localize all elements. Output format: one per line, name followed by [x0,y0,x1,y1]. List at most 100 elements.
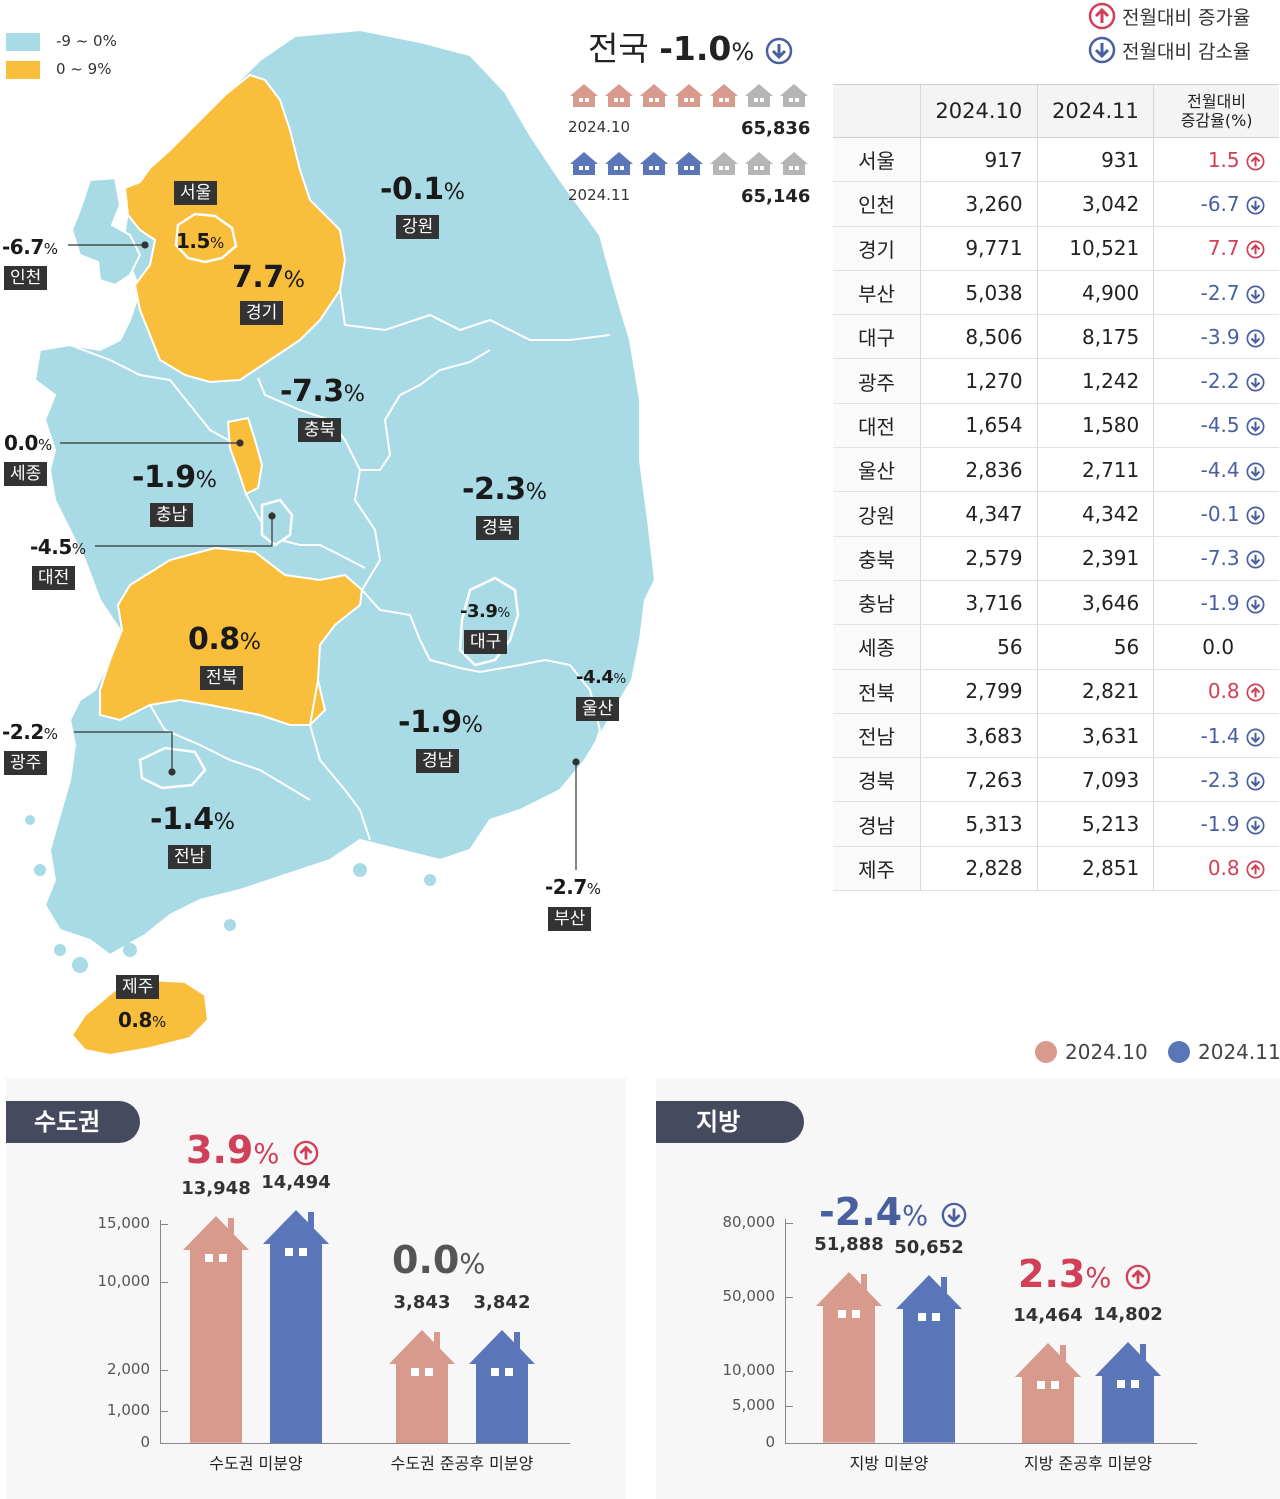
house-row-2024-11 [568,150,810,176]
category-label: 수도권 미분양 [209,1454,303,1473]
sejong-shape [226,416,264,496]
down-arrow-icon [1246,816,1265,835]
region-tag-chungbuk: 충북 [298,418,342,442]
national-pct: % [731,38,755,66]
table-cell-region: 부산 [833,270,921,316]
table-row: 대구 8,506 8,175 -3.9 [833,314,1279,360]
table-cell-change: -7.3 [1153,536,1279,581]
y-tick-label: 2,000 [107,1360,150,1378]
legend-label-positive: 0 ~ 9% [56,60,112,78]
down-arrow-icon [1246,373,1265,392]
region-value-chungbuk: -7.3% [280,374,365,409]
down-arrow-icon [765,37,792,64]
y-tick-mark [160,1282,168,1283]
table-cell-oct: 1,270 [920,358,1038,404]
y-tick-mark [160,1443,168,1444]
house-icon [780,84,808,107]
change-label: -2.4% [819,1190,967,1234]
region-value-gangwon: -0.1% [380,172,465,207]
down-arrow-icon [1246,417,1265,436]
table-row: 경기 9,771 10,521 7.7 [833,226,1279,271]
bar-legend-2024-10: 2024.10 [1035,1040,1148,1064]
table-header-change: 전월대비 증감율(%) [1153,84,1279,138]
table-cell-nov: 56 [1036,624,1154,670]
bar-value-label: 50,652 [894,1237,964,1259]
table-cell-oct: 56 [920,624,1038,670]
house-row-2024-10 [568,82,810,108]
bar-value-label: 51,888 [814,1234,884,1256]
house-icon [745,152,773,175]
region-value-daejeon: -4.5% [30,535,86,559]
house-icon [640,152,668,175]
panel-tab-capital: 수도권 [6,1101,140,1143]
region-value-incheon: -6.7% [2,235,58,259]
y-tick-mark [785,1223,793,1224]
region-tag-busan: 부산 [548,907,592,931]
y-tick-label: 15,000 [97,1214,151,1232]
table-cell-change: -1.9 [1153,580,1279,626]
change-value: 2.3 [1018,1252,1086,1296]
bar-2024-11 [263,1209,329,1443]
change-value: 0.0 [392,1238,460,1282]
table-cell-region: 광주 [833,358,921,404]
table-header-nov: 2024.11 [1036,84,1154,138]
arrow-legend-down-label: 전월대비 감소율 [1122,40,1251,63]
house-row-label-2024-10: 2024.10 [568,118,631,136]
region-value-busan: -2.7% [545,875,601,899]
region-tag-gyeonggi: 경기 [240,301,284,325]
change-pct: % [253,1139,280,1170]
region-tag-daejeon: 대전 [32,566,76,590]
change-label: 0.0% [392,1238,485,1282]
down-arrow-icon [1246,772,1265,791]
table-cell-region: 경남 [833,801,921,847]
bar-value-label: 3,842 [473,1291,531,1313]
region-value-ulsan: -4.4% [576,667,626,688]
house-icon [605,84,633,107]
table-header-region [833,84,921,138]
table-cell-nov: 1,580 [1036,403,1154,449]
national-title: 전국 [588,29,649,68]
house-icon [605,152,633,175]
y-tick-label: 5,000 [732,1396,775,1414]
table-cell-oct: 3,683 [920,713,1038,759]
house-icon [570,84,598,107]
table-cell-oct: 8,506 [920,314,1038,360]
y-tick-mark [160,1411,168,1412]
seoul-shape [174,212,238,264]
change-value: 3.9 [186,1128,254,1172]
table-cell-oct: 7,263 [920,757,1038,803]
table-row: 강원 4,347 4,342 -0.1 [833,491,1279,537]
korea-map [25,28,657,1057]
y-axis [785,1219,786,1443]
table-cell-change: -2.2 [1153,358,1279,404]
down-arrow-icon [1088,36,1116,64]
table-cell-oct: 2,799 [920,669,1038,714]
leader-lines [60,241,580,870]
region-tag-ulsan: 울산 [576,697,620,721]
table-cell-nov: 5,213 [1036,801,1154,847]
table-cell-region: 대구 [833,314,921,360]
y-tick-label: 10,000 [97,1272,151,1290]
table-row: 광주 1,270 1,242 -2.2 [833,358,1279,404]
arrow-legend-down: 전월대비 감소율 [1088,36,1250,64]
region-value-jeonnam: -1.4% [150,802,235,837]
table-cell-change: -1.9 [1153,801,1279,847]
table-cell-change: 0.8 [1153,669,1279,714]
legend-label-negative: -9 ~ 0% [56,32,117,50]
table-cell-change: -4.5 [1153,403,1279,449]
x-axis [785,1443,1197,1444]
change-label: 2.3% [1018,1252,1151,1296]
panel-tab-local: 지방 [656,1101,804,1143]
bar-2024-11 [1095,1342,1161,1443]
change-value: -2.4 [819,1190,903,1234]
table-row: 충남 3,716 3,646 -1.9 [833,580,1279,626]
table-row: 인천 3,260 3,042 -6.7 [833,181,1279,227]
table-cell-region: 경북 [833,757,921,803]
region-value-gyeongnam: -1.9% [398,705,483,740]
table-cell-change: 1.5 [1153,137,1279,183]
legend-dot-2024-10 [1035,1041,1057,1063]
region-tag-jeonnam: 전남 [168,845,212,869]
region-value-gwangju: -2.2% [2,720,58,744]
table-cell-change: -6.7 [1153,181,1279,227]
house-row-label-2024-11: 2024.11 [568,186,631,204]
